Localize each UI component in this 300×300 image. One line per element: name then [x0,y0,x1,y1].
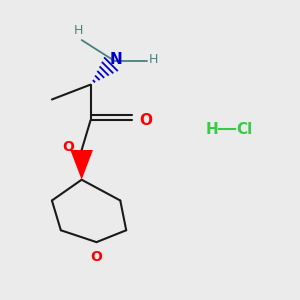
Text: O: O [62,140,74,154]
Text: H: H [74,24,83,37]
Polygon shape [70,150,93,180]
Text: O: O [91,250,102,264]
Text: O: O [140,113,153,128]
Text: H: H [148,53,158,66]
Text: N: N [110,52,122,67]
Text: Cl: Cl [236,122,252,137]
Text: H: H [206,122,218,137]
